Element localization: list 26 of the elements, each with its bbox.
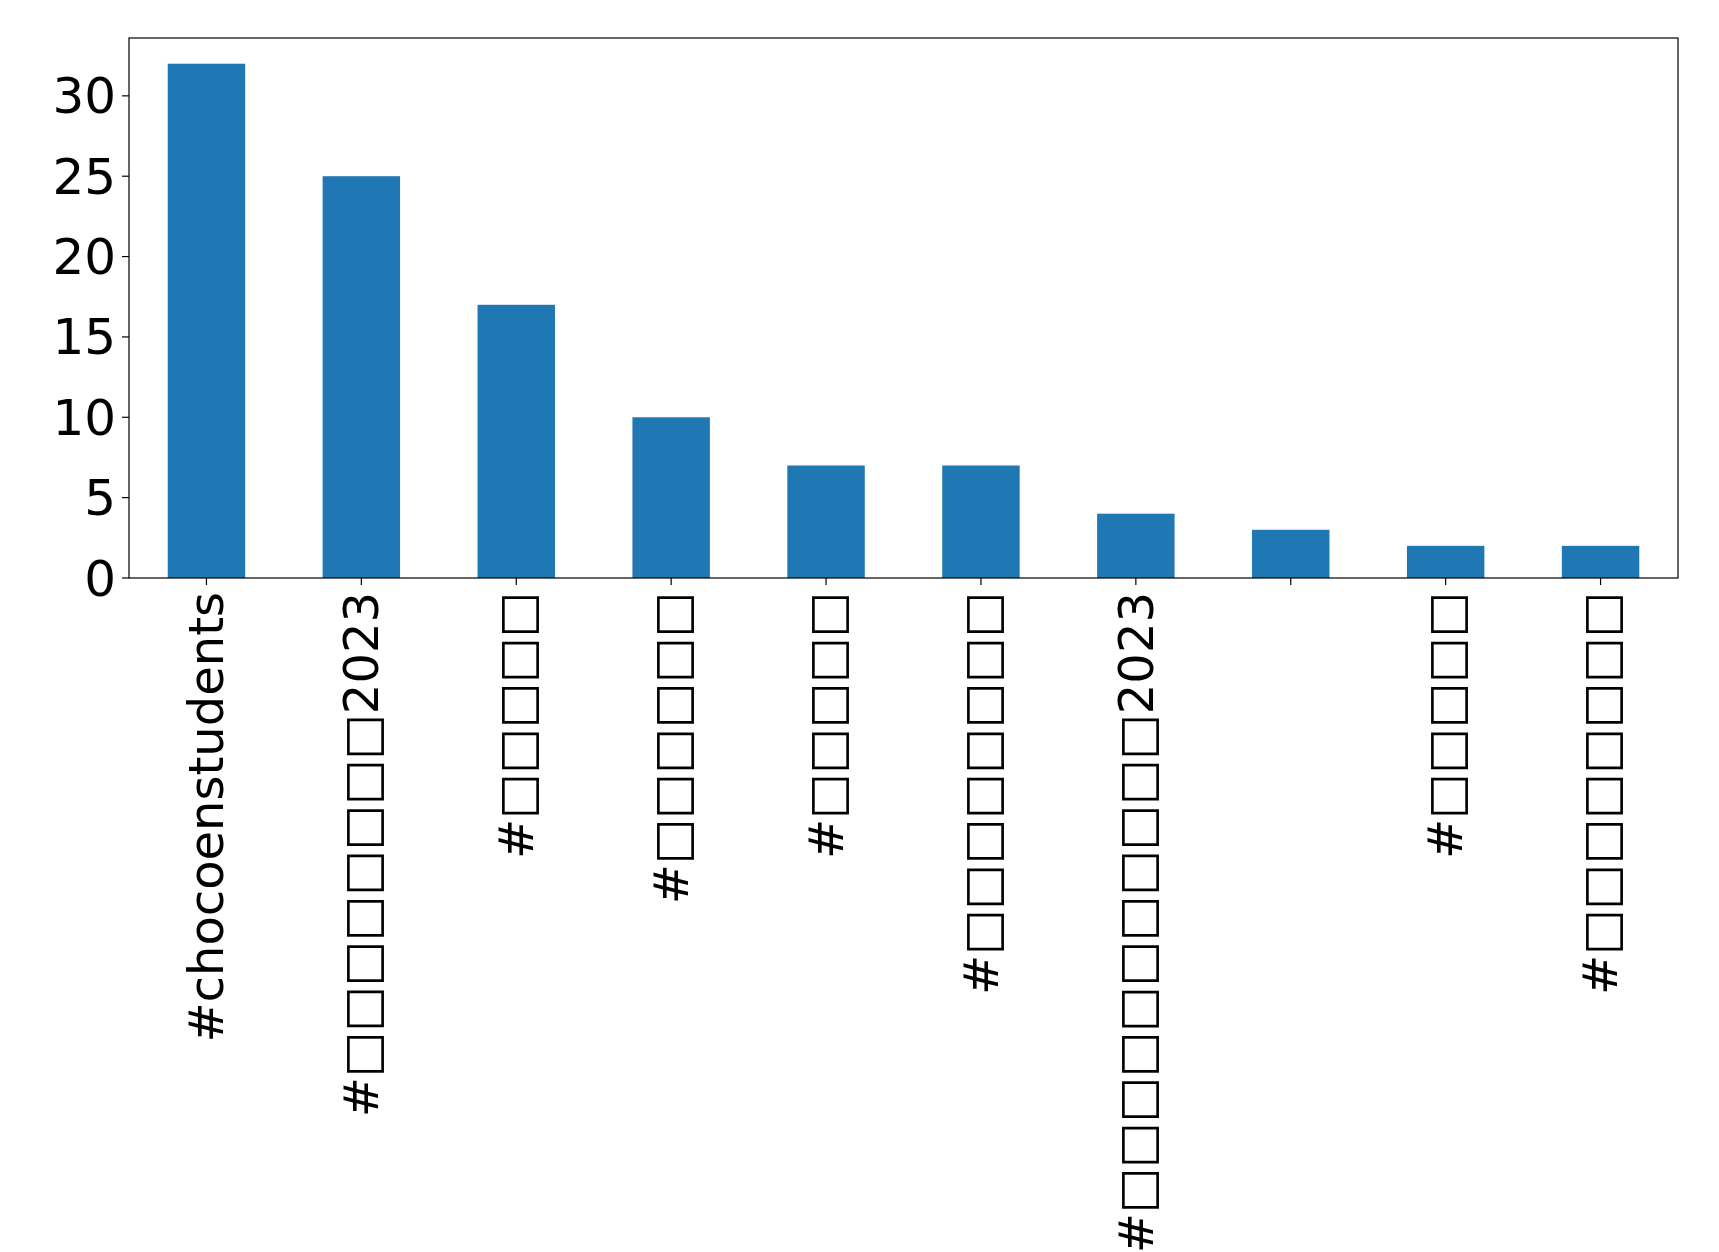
x-tick-label: #chocoenstudents [178, 592, 235, 1043]
y-tick-label: 30 [52, 67, 116, 126]
y-tick-label: 5 [84, 469, 116, 528]
x-tick-label: #□□□□□□□□□□□2023 [1107, 592, 1164, 1252]
bar [632, 417, 710, 578]
bar [167, 63, 246, 578]
bar [942, 465, 1020, 578]
bar [1097, 513, 1175, 578]
x-tick-label: #□□□□□□ [642, 592, 699, 905]
x-tick-label: #□□□□□□□□2023 [333, 592, 390, 1118]
x-tick-label: #□□□□□□□□ [1572, 592, 1629, 996]
x-tick-label: #□□□□□□□□ [952, 592, 1009, 996]
bar [1561, 545, 1640, 578]
x-tick-label: #□□□□□ [488, 592, 545, 859]
bar [1406, 545, 1485, 578]
y-tick-label: 0 [84, 549, 116, 608]
y-tick-label: 10 [52, 388, 116, 447]
x-tick-label: #□□□□□ [797, 592, 854, 859]
bar [1252, 529, 1330, 578]
y-tick-label: 25 [52, 147, 116, 206]
bar [322, 176, 401, 578]
y-tick-label: 15 [52, 308, 116, 367]
x-tick-label: #□□□□□ [1417, 592, 1474, 859]
bar [477, 304, 555, 578]
y-tick-label: 20 [52, 228, 116, 287]
bar [787, 465, 865, 578]
